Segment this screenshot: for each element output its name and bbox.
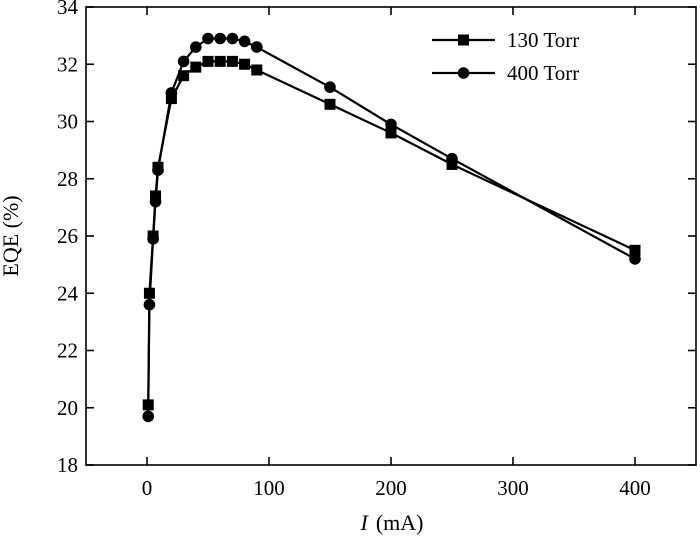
data-point-130-torr bbox=[629, 244, 641, 256]
axis-ticks: 0 100 200 300 400 18 20 22 24 26 28 30 32 34 bbox=[57, 0, 696, 500]
y-tick-label: 30 bbox=[57, 110, 78, 134]
data-point-400-torr bbox=[385, 118, 397, 131]
y-tick-label: 24 bbox=[57, 281, 79, 305]
series-130-torr bbox=[142, 55, 641, 411]
series-line-400-torr bbox=[147, 37, 636, 417]
legend-label-130-torr: 130 Torr bbox=[507, 28, 579, 52]
data-point-400-torr bbox=[324, 81, 336, 93]
x-tick-label: 400 bbox=[619, 476, 651, 500]
data-point-130-torr bbox=[226, 55, 238, 67]
y-tick-label: 20 bbox=[57, 396, 78, 420]
y-tick-label: 26 bbox=[57, 224, 78, 248]
x-tick-label: 100 bbox=[253, 476, 285, 500]
data-point-130-torr bbox=[324, 98, 336, 110]
y-tick-label: 34 bbox=[57, 0, 79, 19]
data-point-400-torr bbox=[190, 41, 202, 53]
legend-marker-130-torr bbox=[458, 34, 469, 46]
data-point-130-torr bbox=[202, 55, 214, 67]
y-axis-title: EQE (%) bbox=[0, 195, 23, 276]
legend-marker-400-torr bbox=[457, 67, 470, 79]
y-tick-label: 32 bbox=[57, 52, 78, 76]
data-point-130-torr bbox=[239, 58, 251, 70]
data-point-130-torr bbox=[214, 55, 226, 67]
data-point-400-torr bbox=[238, 35, 251, 48]
data-point-130-torr bbox=[251, 64, 263, 76]
data-point-400-torr bbox=[142, 410, 155, 423]
y-tick-label: 18 bbox=[57, 453, 78, 477]
x-tick-label: 300 bbox=[497, 476, 529, 500]
x-axis-unit: (mA) bbox=[376, 510, 424, 535]
data-point-400-torr bbox=[446, 152, 458, 165]
data-point-400-torr bbox=[143, 298, 156, 311]
data-point-400-torr bbox=[629, 253, 641, 265]
legend: 130 Torr 400 Torr bbox=[432, 28, 579, 85]
series-400-torr bbox=[142, 32, 641, 423]
x-tick-label: 200 bbox=[375, 476, 407, 500]
data-point-400-torr bbox=[149, 195, 162, 208]
y-tick-label: 28 bbox=[57, 167, 78, 191]
y-tick-label: 22 bbox=[57, 339, 78, 363]
data-point-400-torr bbox=[226, 32, 239, 45]
data-point-400-torr bbox=[147, 233, 159, 245]
x-tick-label: 0 bbox=[142, 476, 153, 500]
data-point-400-torr bbox=[177, 55, 190, 68]
data-point-400-torr bbox=[152, 164, 164, 176]
data-point-400-torr bbox=[165, 87, 178, 99]
series-line-130-torr bbox=[147, 60, 636, 405]
x-axis-title: I (mA) bbox=[360, 510, 424, 535]
data-point-400-torr bbox=[202, 32, 214, 45]
legend-label-400-torr: 400 Torr bbox=[507, 61, 579, 85]
x-axis-variable: I bbox=[360, 510, 370, 535]
data-point-400-torr bbox=[250, 41, 263, 53]
series-group bbox=[142, 32, 641, 423]
data-point-400-torr bbox=[214, 32, 226, 45]
data-point-130-torr bbox=[178, 70, 190, 82]
data-point-130-torr bbox=[385, 127, 397, 139]
data-point-130-torr bbox=[190, 61, 202, 73]
